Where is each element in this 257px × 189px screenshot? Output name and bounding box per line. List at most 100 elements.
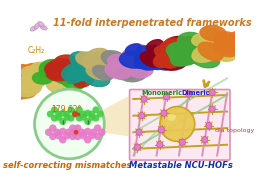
Ellipse shape — [11, 83, 36, 98]
Circle shape — [88, 111, 95, 118]
Circle shape — [63, 111, 70, 118]
Ellipse shape — [46, 78, 69, 94]
Ellipse shape — [182, 46, 207, 61]
Ellipse shape — [164, 53, 184, 68]
Ellipse shape — [150, 55, 172, 70]
Ellipse shape — [163, 36, 189, 53]
Circle shape — [90, 129, 97, 136]
Ellipse shape — [139, 55, 163, 70]
Ellipse shape — [136, 46, 157, 59]
Circle shape — [93, 115, 99, 122]
Ellipse shape — [78, 60, 100, 74]
Ellipse shape — [155, 53, 178, 68]
Circle shape — [74, 124, 81, 132]
Circle shape — [76, 115, 83, 122]
Circle shape — [84, 118, 91, 125]
Ellipse shape — [104, 61, 130, 77]
Ellipse shape — [19, 63, 43, 79]
Ellipse shape — [178, 54, 194, 65]
Ellipse shape — [64, 70, 84, 84]
Ellipse shape — [231, 40, 250, 52]
Ellipse shape — [198, 42, 223, 60]
Circle shape — [78, 129, 86, 136]
Ellipse shape — [39, 64, 65, 79]
Ellipse shape — [120, 51, 148, 68]
Ellipse shape — [54, 60, 82, 77]
Ellipse shape — [47, 66, 68, 79]
Circle shape — [53, 129, 61, 136]
Ellipse shape — [60, 71, 80, 84]
Ellipse shape — [201, 40, 220, 53]
Ellipse shape — [161, 41, 185, 56]
Ellipse shape — [93, 65, 113, 80]
Ellipse shape — [100, 63, 118, 73]
Circle shape — [186, 91, 192, 97]
Ellipse shape — [62, 69, 80, 80]
Ellipse shape — [47, 63, 76, 81]
Ellipse shape — [192, 44, 220, 62]
Ellipse shape — [72, 65, 97, 79]
Text: 179.62°: 179.62° — [51, 105, 81, 114]
Circle shape — [209, 106, 215, 112]
Ellipse shape — [16, 80, 42, 97]
Circle shape — [49, 133, 57, 140]
Ellipse shape — [215, 32, 243, 50]
Ellipse shape — [134, 53, 156, 68]
Polygon shape — [89, 96, 129, 136]
Ellipse shape — [183, 53, 201, 63]
Ellipse shape — [26, 65, 53, 81]
Text: self-correcting mismatches: self-correcting mismatches — [3, 161, 131, 170]
Ellipse shape — [45, 59, 72, 76]
Circle shape — [179, 139, 186, 145]
Ellipse shape — [164, 45, 189, 61]
Circle shape — [160, 107, 195, 141]
Ellipse shape — [61, 74, 84, 90]
Circle shape — [80, 114, 87, 121]
Ellipse shape — [134, 49, 155, 63]
Ellipse shape — [213, 36, 241, 53]
Ellipse shape — [92, 66, 112, 78]
Ellipse shape — [81, 58, 109, 76]
Circle shape — [98, 129, 106, 136]
Ellipse shape — [74, 74, 94, 87]
Ellipse shape — [51, 62, 77, 79]
Ellipse shape — [17, 81, 36, 93]
Ellipse shape — [171, 53, 192, 66]
Ellipse shape — [47, 60, 75, 77]
Ellipse shape — [40, 60, 59, 72]
Ellipse shape — [61, 63, 82, 76]
FancyArrowPatch shape — [204, 81, 209, 87]
Ellipse shape — [119, 57, 135, 68]
Circle shape — [63, 132, 71, 139]
Ellipse shape — [132, 46, 155, 63]
Circle shape — [76, 106, 83, 113]
Ellipse shape — [213, 44, 237, 58]
Ellipse shape — [143, 54, 160, 64]
Ellipse shape — [86, 64, 110, 80]
Ellipse shape — [199, 27, 227, 47]
Circle shape — [209, 89, 215, 96]
Ellipse shape — [11, 75, 32, 88]
Ellipse shape — [169, 50, 191, 66]
Circle shape — [158, 127, 165, 133]
Ellipse shape — [122, 60, 145, 76]
Ellipse shape — [124, 65, 144, 77]
Circle shape — [59, 128, 67, 135]
Circle shape — [51, 115, 58, 122]
Ellipse shape — [67, 65, 94, 81]
Ellipse shape — [119, 61, 144, 77]
Circle shape — [68, 106, 75, 113]
Ellipse shape — [97, 60, 116, 72]
Circle shape — [74, 130, 78, 135]
Ellipse shape — [205, 50, 222, 60]
Circle shape — [136, 129, 142, 135]
Ellipse shape — [14, 77, 39, 93]
Ellipse shape — [9, 65, 34, 80]
Ellipse shape — [122, 48, 140, 59]
Ellipse shape — [183, 36, 203, 50]
Ellipse shape — [203, 30, 230, 48]
Ellipse shape — [54, 69, 80, 84]
Ellipse shape — [120, 66, 143, 79]
Ellipse shape — [85, 48, 109, 64]
Ellipse shape — [30, 26, 37, 31]
